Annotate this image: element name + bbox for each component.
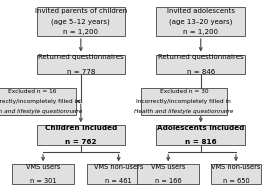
Text: Returned questionnaires: Returned questionnaires bbox=[38, 54, 124, 60]
FancyBboxPatch shape bbox=[0, 88, 76, 115]
Text: VMS users: VMS users bbox=[26, 164, 60, 170]
Text: Incorrectly/incompletely filled in: Incorrectly/incompletely filled in bbox=[0, 99, 80, 104]
FancyBboxPatch shape bbox=[137, 164, 200, 184]
Text: Health and lifestyle questionnaire: Health and lifestyle questionnaire bbox=[134, 109, 234, 114]
Text: Excluded n = 16: Excluded n = 16 bbox=[9, 89, 57, 94]
Text: Health and lifestyle questionnaire: Health and lifestyle questionnaire bbox=[0, 109, 82, 114]
Text: (age 5–12 years): (age 5–12 years) bbox=[52, 18, 110, 25]
FancyBboxPatch shape bbox=[156, 55, 245, 74]
Text: VMS users: VMS users bbox=[151, 164, 185, 170]
FancyBboxPatch shape bbox=[36, 55, 125, 74]
Text: n = 816: n = 816 bbox=[185, 139, 217, 145]
FancyBboxPatch shape bbox=[12, 164, 74, 184]
Text: n = 762: n = 762 bbox=[65, 139, 97, 145]
Text: n = 1,200: n = 1,200 bbox=[63, 29, 98, 35]
FancyBboxPatch shape bbox=[211, 164, 261, 184]
Text: n = 301: n = 301 bbox=[30, 178, 56, 184]
Text: VMS non-users: VMS non-users bbox=[211, 164, 261, 170]
Text: Invited parents of children: Invited parents of children bbox=[35, 8, 127, 14]
FancyBboxPatch shape bbox=[36, 125, 125, 145]
Text: n = 778: n = 778 bbox=[67, 69, 95, 75]
FancyBboxPatch shape bbox=[156, 125, 245, 145]
FancyBboxPatch shape bbox=[36, 7, 125, 36]
FancyBboxPatch shape bbox=[156, 7, 245, 36]
Text: VMS non-users: VMS non-users bbox=[94, 164, 143, 170]
Text: Excluded n = 30: Excluded n = 30 bbox=[160, 89, 208, 94]
Text: n = 650: n = 650 bbox=[223, 178, 249, 184]
Text: Returned questionnaires: Returned questionnaires bbox=[158, 54, 244, 60]
Text: (age 13–20 years): (age 13–20 years) bbox=[169, 18, 232, 25]
Text: n = 166: n = 166 bbox=[155, 178, 181, 184]
Text: Incorrectly/incompletely filled in: Incorrectly/incompletely filled in bbox=[136, 99, 231, 104]
Text: Invited adolescents: Invited adolescents bbox=[167, 8, 235, 14]
Text: n = 461: n = 461 bbox=[105, 178, 132, 184]
Text: n = 846: n = 846 bbox=[187, 69, 215, 75]
Text: Children included: Children included bbox=[45, 125, 117, 131]
FancyBboxPatch shape bbox=[141, 88, 227, 115]
Text: n = 1,200: n = 1,200 bbox=[183, 29, 218, 35]
FancyBboxPatch shape bbox=[87, 164, 150, 184]
Text: Adolescents included: Adolescents included bbox=[157, 125, 244, 131]
